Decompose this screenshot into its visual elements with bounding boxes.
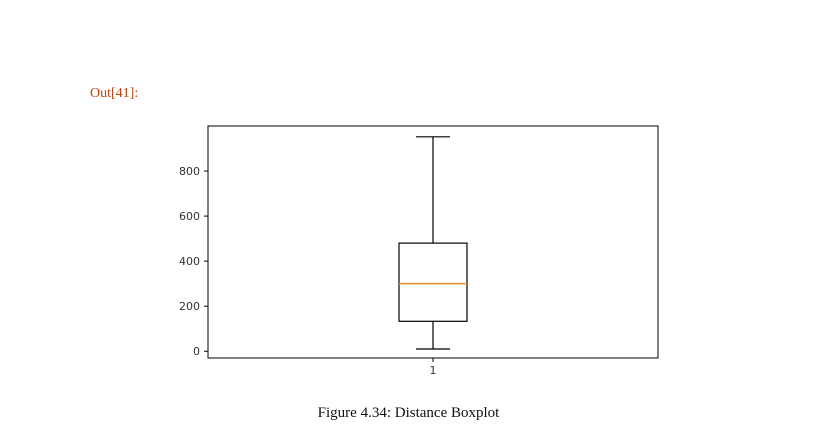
figure-caption: Figure 4.34: Distance Boxplot — [317, 405, 500, 421]
iqr-box — [398, 242, 468, 322]
output-prompt: Out[41]: — [90, 86, 139, 101]
y-tick-label: 200 — [179, 300, 200, 313]
y-tick-label: 0 — [193, 345, 200, 358]
y-tick-label: 600 — [179, 210, 200, 223]
y-tick-label: 400 — [179, 255, 200, 268]
boxplot-figure: 0 200 400 600 800 1 — [160, 118, 660, 388]
y-tick-label: 800 — [179, 165, 200, 178]
boxplot-chart: 0 200 400 600 800 1 — [179, 125, 659, 377]
x-tick-label: 1 — [430, 364, 437, 377]
